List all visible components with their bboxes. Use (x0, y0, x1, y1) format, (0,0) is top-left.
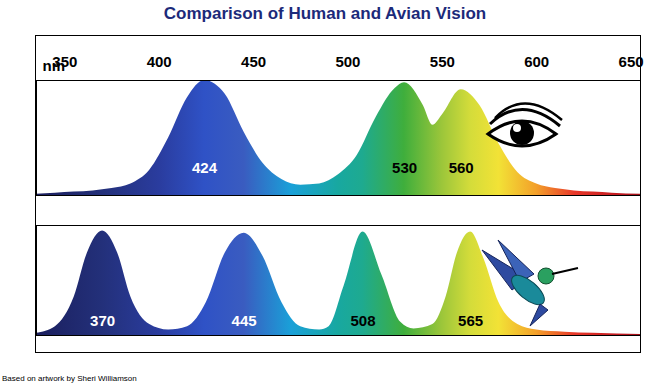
svg-text:650: 650 (619, 53, 644, 70)
svg-text:450: 450 (241, 53, 266, 70)
svg-text:424: 424 (192, 159, 218, 176)
svg-text:530: 530 (392, 159, 417, 176)
svg-text:400: 400 (147, 53, 172, 70)
svg-text:370: 370 (90, 312, 115, 329)
svg-text:550: 550 (430, 53, 455, 70)
svg-text:560: 560 (449, 159, 474, 176)
html-text:Based on artwork by Sheri Will: Based on artwork by Sheri Williamson (2, 374, 137, 383)
svg-text:508: 508 (351, 312, 376, 329)
svg-text:600: 600 (524, 53, 549, 70)
svg-text:500: 500 (335, 53, 360, 70)
svg-text:445: 445 (232, 312, 257, 329)
svg-text:565: 565 (458, 312, 483, 329)
html-text:Comparison of Human and Avian: Comparison of Human and Avian Vision (163, 4, 487, 23)
svg-text:nm: nm (43, 57, 66, 74)
